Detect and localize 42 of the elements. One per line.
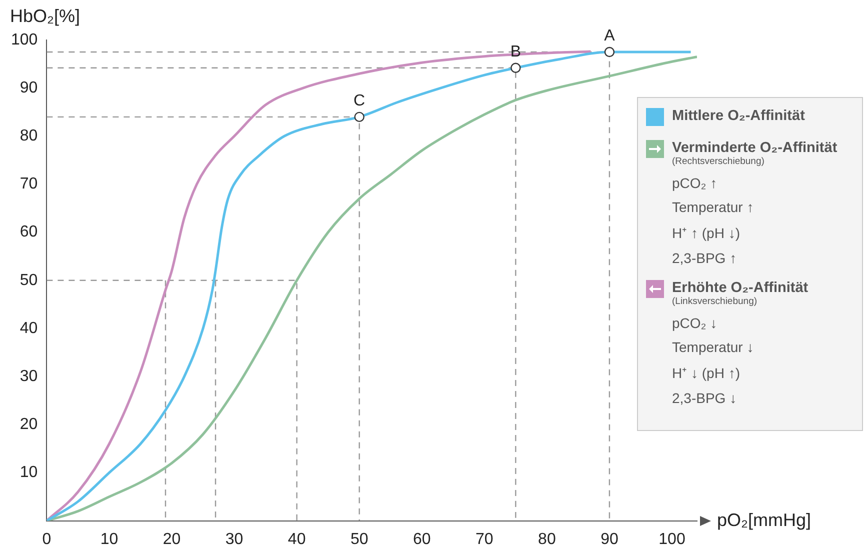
annotation: (Rechtsverschiebung) [672, 156, 766, 167]
annotation: Temperatur ↑ [672, 199, 755, 215]
y-tick-label: 100 [10, 31, 38, 48]
annotation: Temperatur ↓ [672, 339, 755, 355]
x-tick-label: 100 [658, 530, 686, 548]
y-tick-label: 70 [20, 176, 38, 193]
x-tick-label: 30 [225, 530, 244, 548]
point [510, 62, 521, 73]
x-tick-label: 70 [476, 530, 494, 548]
legend-label: Erhöhte O₂-Affinität [672, 280, 808, 296]
x-tick-label: 80 [538, 530, 556, 548]
annotation: H⁺ ↑ (pH ↓) [672, 224, 741, 242]
y-tick-label: 20 [20, 416, 38, 434]
y-tick-label: 60 [20, 224, 38, 241]
legend-label: Mittlere O₂-Affinität [672, 108, 805, 124]
annotation: 2,3-BPG ↓ [672, 390, 738, 406]
y-tick-label: 80 [20, 128, 38, 145]
y-axis-title: HbO₂[%] [10, 6, 80, 26]
x-tick-label: 50 [350, 530, 368, 548]
annotation: (Linksverschiebung) [672, 296, 758, 307]
y-tick-label: 10 [20, 464, 38, 482]
x-tick-label: 60 [412, 530, 431, 548]
point [354, 112, 364, 122]
x-tick-label: 90 [600, 530, 618, 548]
point [604, 46, 615, 58]
x-tick-label: 0 [42, 530, 52, 548]
x-tick-label: 20 [162, 530, 181, 548]
x-tick-label: 40 [288, 530, 306, 548]
y-tick-label: 50 [20, 272, 38, 289]
annotation: pCO₂ ↓ [672, 315, 718, 331]
y-tick-label: 90 [20, 79, 38, 96]
y-tick-label: 30 [20, 368, 38, 385]
annotation: H⁺ ↓ (pH ↑) [672, 364, 741, 382]
x-tick-label: 10 [100, 530, 118, 548]
annotation: 2,3-BPG ↑ [672, 250, 738, 266]
y-tick-label: 40 [20, 320, 38, 337]
legend-label: Verminderte O₂-Affinität [672, 140, 838, 156]
annotation: pCO₂ ↑ [672, 175, 718, 191]
annotation: C [354, 92, 366, 110]
annotation: B [510, 43, 521, 60]
annotation: A [604, 27, 616, 44]
x-axis-title: pO₂[mmHg] [717, 510, 811, 530]
